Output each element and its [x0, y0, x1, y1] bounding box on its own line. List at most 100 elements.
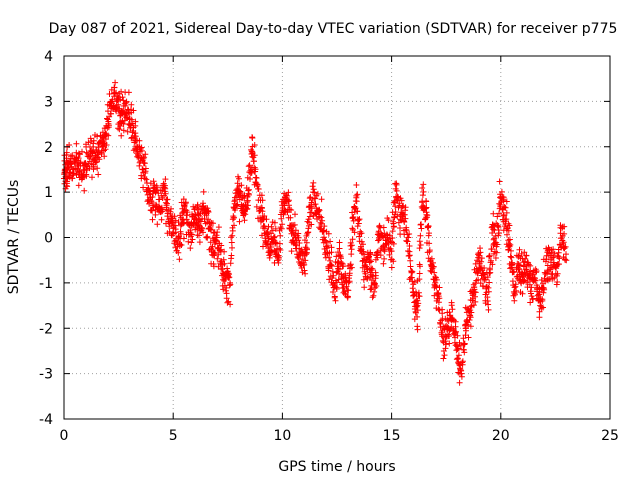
data-point	[142, 151, 149, 158]
data-point	[523, 267, 530, 273]
data-point	[168, 205, 174, 212]
data-point	[319, 217, 326, 224]
data-point	[302, 257, 309, 264]
data-point	[419, 185, 426, 191]
data-point	[505, 246, 512, 253]
data-point	[236, 218, 243, 225]
data-point	[486, 252, 493, 259]
data-point	[116, 126, 123, 133]
data-point	[406, 243, 413, 249]
data-point	[159, 208, 166, 215]
data-point	[456, 339, 463, 346]
data-point	[210, 261, 217, 267]
data-point	[318, 196, 325, 203]
data-point	[89, 174, 95, 181]
data-point	[478, 255, 485, 262]
data-point	[154, 221, 161, 228]
data-point	[324, 242, 331, 249]
data-point	[493, 249, 500, 256]
data-point	[228, 252, 235, 259]
data-point	[162, 176, 169, 183]
data-point	[369, 294, 376, 301]
data-point	[485, 288, 492, 295]
data-point	[463, 327, 469, 334]
data-point	[422, 205, 429, 212]
data-point	[338, 255, 344, 262]
data-point	[96, 156, 103, 163]
data-point	[506, 236, 513, 243]
axis-ticks	[63, 55, 611, 420]
data-point	[452, 342, 459, 349]
data-point	[550, 246, 557, 253]
data-point	[503, 198, 510, 205]
data-point	[508, 254, 515, 261]
data-point	[103, 142, 110, 148]
data-point	[407, 263, 414, 270]
data-point	[516, 246, 523, 253]
data-point	[361, 284, 368, 291]
data-point	[480, 271, 487, 278]
data-point	[350, 217, 357, 224]
data-point	[467, 314, 474, 321]
data-point	[327, 238, 334, 245]
data-point	[105, 108, 111, 115]
data-point	[188, 239, 195, 246]
data-point	[291, 221, 298, 228]
data-point	[477, 249, 484, 256]
data-point	[528, 293, 535, 300]
data-point	[286, 206, 293, 213]
y-tick-label: 3	[44, 94, 53, 110]
data-point	[392, 203, 399, 210]
data-point	[287, 214, 294, 221]
data-point	[414, 307, 421, 314]
data-point	[152, 211, 159, 218]
data-point	[259, 208, 266, 215]
data-point	[180, 235, 187, 242]
data-point	[507, 253, 514, 260]
data-point	[390, 258, 397, 265]
data-point	[275, 254, 282, 261]
data-point	[362, 270, 369, 277]
data-point	[166, 228, 173, 235]
data-point	[197, 218, 204, 225]
data-point	[496, 210, 502, 217]
data-point	[330, 272, 337, 279]
data-point	[554, 279, 561, 285]
data-point	[333, 269, 340, 276]
data-point	[120, 121, 127, 127]
data-point	[526, 272, 533, 279]
data-point	[301, 267, 308, 274]
data-point	[135, 151, 141, 158]
data-point	[172, 222, 178, 229]
data-point	[228, 239, 235, 246]
data-point	[90, 137, 97, 144]
data-point	[354, 208, 361, 215]
data-point	[162, 190, 169, 197]
data-point	[521, 249, 528, 256]
data-point	[488, 246, 495, 253]
data-point	[511, 297, 518, 304]
y-tick-label: -2	[39, 321, 53, 337]
data-point	[392, 209, 399, 215]
data-point	[260, 243, 266, 250]
data-point	[323, 239, 330, 246]
data-point	[263, 241, 270, 248]
data-point	[486, 270, 493, 277]
data-point	[317, 225, 324, 232]
data-point	[367, 258, 374, 265]
data-point	[472, 289, 479, 296]
data-point	[285, 197, 292, 204]
data-point	[356, 216, 363, 223]
data-point	[540, 304, 546, 311]
data-point	[417, 242, 424, 248]
data-point	[414, 326, 421, 333]
data-point	[194, 201, 201, 208]
data-point	[253, 175, 260, 181]
data-point	[280, 211, 287, 218]
data-point	[272, 239, 279, 246]
data-point	[439, 310, 446, 317]
data-point	[472, 293, 478, 300]
data-point	[258, 192, 265, 199]
data-point	[75, 182, 82, 189]
data-point	[506, 222, 513, 229]
